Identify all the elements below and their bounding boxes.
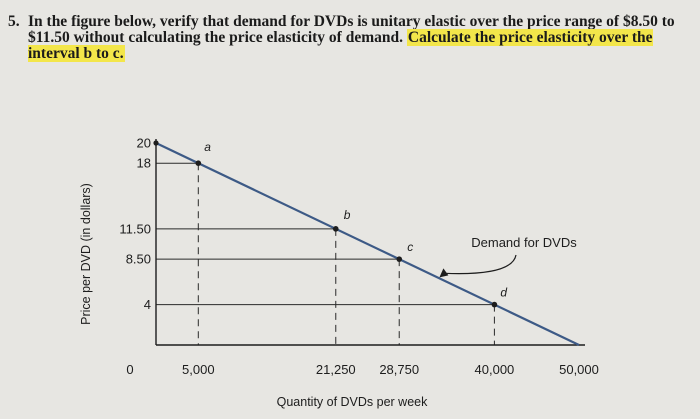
question-number: 5.: [8, 13, 20, 30]
y-tick-label: 20: [137, 136, 151, 151]
point-d: [491, 301, 498, 308]
y-tick-label: 18: [137, 156, 151, 171]
demand-annotation: Demand for DVDs: [471, 235, 577, 250]
x-tick-label: 21,250: [316, 362, 356, 377]
point-label-d: d: [500, 286, 507, 300]
annotation-arrow-head: [439, 268, 449, 278]
y-tick-labels: 4 8.50 11.50 18 20: [119, 136, 151, 313]
question-prompt: In the figure below, verify that demand …: [28, 13, 675, 46]
demand-curve: [155, 142, 580, 346]
x-axis-title: Quantity of DVDs per week: [277, 395, 429, 409]
point-label-c: c: [407, 240, 413, 254]
y-tick-label: 11.50: [119, 221, 151, 236]
annotation-arrow: [444, 254, 517, 275]
y-axis-title: Price per DVD (in dollars): [79, 183, 93, 325]
point-b: [332, 226, 339, 232]
point-markers: a b c d: [153, 140, 507, 308]
guide-lines: [156, 162, 495, 345]
x-tick-label: 40,000: [475, 362, 515, 377]
point-a: [195, 160, 202, 166]
point-label-b: b: [344, 208, 351, 222]
y-tick-label: 4: [144, 297, 151, 312]
x-tick-label: 5,000: [182, 362, 215, 377]
x-tick-label: 0: [126, 362, 133, 377]
x-tick-label: 28,750: [379, 362, 419, 377]
point-intercept: [153, 140, 159, 146]
x-tick-labels: 0 5,000 21,250 28,750 40,000 50,000: [126, 362, 599, 377]
y-tick-label: 8.50: [126, 252, 151, 267]
question-text: 5. In the figure below, verify that dema…: [8, 14, 694, 62]
x-tick-label: 50,000: [559, 362, 599, 377]
question-body: In the figure below, verify that demand …: [28, 14, 694, 62]
point-c: [396, 256, 403, 262]
point-label-a: a: [204, 140, 211, 154]
